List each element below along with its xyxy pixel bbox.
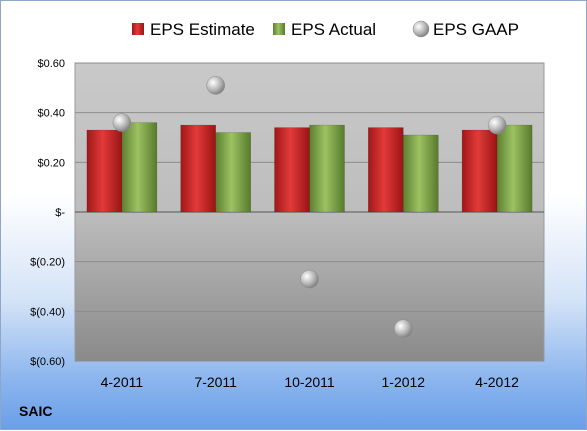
x-tick-label: 4-2011: [101, 374, 144, 390]
x-tick-label: 4-2012: [475, 374, 519, 390]
x-tick-label: 10-2011: [284, 374, 335, 390]
y-tick-label: $0.60: [37, 58, 65, 70]
grid-lines: [75, 62, 544, 362]
marker-eps-gaap: [487, 115, 507, 135]
x-tick-label: 7-2011: [194, 374, 237, 390]
y-tick-label: $(0.60): [30, 356, 65, 368]
y-tick-label: $(0.20): [30, 257, 65, 269]
bar-eps-actual: [121, 122, 158, 213]
bar-eps-actual: [215, 132, 251, 213]
y-tick-label: $(0.40): [30, 306, 65, 318]
marker-eps-gaap: [300, 269, 319, 289]
legend-swatch-eps-estimate: [132, 23, 144, 35]
marker-eps-gaap: [112, 113, 132, 132]
y-tick-label: $0.20: [37, 157, 65, 169]
y-tick-label: $-: [55, 207, 65, 219]
x-axis-labels: 4-2011 7-2011 10-2011 1-2012 4-2012: [101, 374, 519, 390]
legend-label: EPS GAAP: [433, 20, 519, 39]
legend: EPS Estimate EPS Actual EPS GAAP: [132, 20, 519, 39]
legend-marker-eps-gaap: [412, 20, 430, 38]
gaap-markers: [112, 76, 507, 338]
bar-eps-estimate: [368, 127, 404, 213]
bar-eps-estimate: [461, 129, 498, 213]
bar-eps-estimate: [274, 127, 310, 213]
bar-eps-actual: [309, 124, 345, 213]
y-axis-ticks: $0.60 $0.40 $0.20 $- $(0.20) $(0.40) $(0.60): [30, 58, 65, 368]
bar-eps-estimate: [180, 124, 216, 213]
company-label: SAIC: [19, 403, 53, 419]
marker-eps-gaap: [394, 319, 413, 338]
y-tick-label: $0.40: [37, 108, 65, 120]
marker-eps-gaap: [206, 76, 225, 95]
legend-label: EPS Actual: [291, 20, 376, 39]
x-tick-label: 1-2012: [382, 374, 426, 390]
bar-eps-estimate: [86, 129, 123, 213]
legend-label: EPS Estimate: [150, 20, 255, 39]
legend-swatch-eps-actual: [273, 23, 285, 35]
bar-eps-actual: [403, 134, 439, 213]
bar-eps-actual: [496, 124, 533, 213]
bars: [86, 122, 533, 213]
